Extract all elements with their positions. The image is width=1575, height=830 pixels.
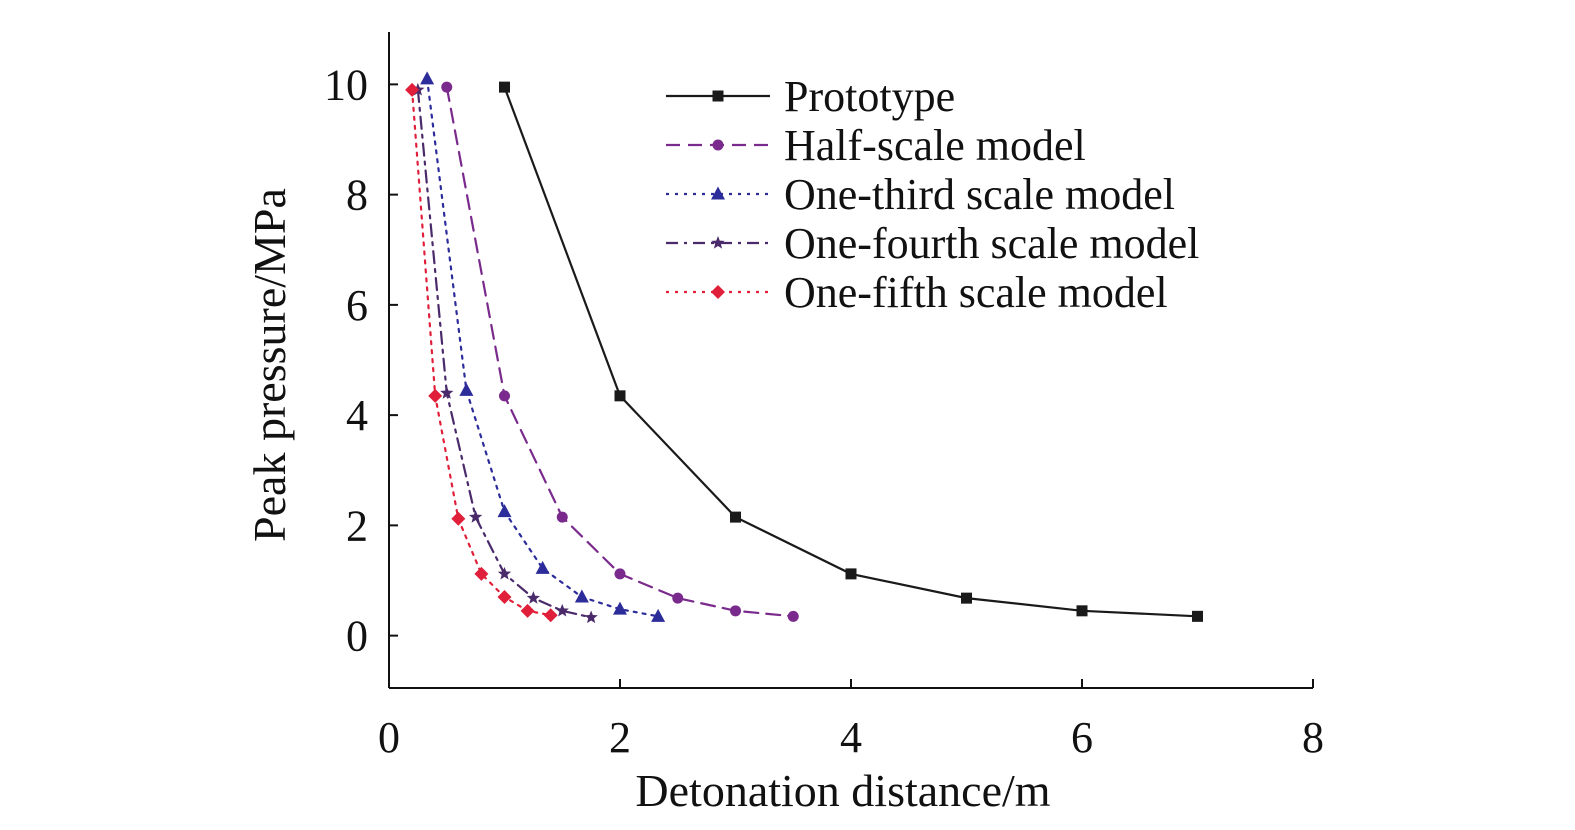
- y-axis-label: Peak pressure/MPa: [244, 188, 295, 542]
- series-2: [441, 81, 799, 622]
- legend-entry: Prototype: [666, 72, 955, 121]
- tick-marks: [388, 83, 1314, 688]
- legend-label: Half-scale model: [784, 121, 1086, 170]
- data-point: [961, 592, 972, 604]
- legend-marker: [712, 90, 724, 102]
- legend-marker: [711, 285, 725, 299]
- data-point: [672, 592, 684, 604]
- data-point: [520, 603, 535, 618]
- data-point: [440, 386, 454, 399]
- data-point: [474, 566, 489, 581]
- x-tick-label: 0: [378, 713, 400, 762]
- data-point: [441, 81, 453, 93]
- series-4: [411, 82, 598, 624]
- series-line: [445, 85, 795, 618]
- data-point: [614, 390, 626, 402]
- data-point: [574, 589, 589, 603]
- data-point: [651, 608, 666, 622]
- y-tick-label: 8: [346, 171, 368, 220]
- data-point: [535, 560, 550, 574]
- legend-entry: Half-scale model: [666, 121, 1086, 170]
- y-tick-label: 2: [346, 501, 368, 550]
- y-tick-label: 10: [324, 60, 368, 109]
- data-point: [497, 566, 512, 580]
- data-point: [497, 504, 512, 518]
- legend-label: One-fifth scale model: [784, 268, 1168, 317]
- legend-marker: [712, 139, 724, 151]
- x-tick-label: 8: [1302, 713, 1324, 762]
- x-tick-label: 4: [840, 713, 862, 762]
- series-5: [405, 82, 558, 623]
- tick-labels: 0 2 4 6 8 0 2 4 6 8 10: [324, 60, 1324, 762]
- data-point: [405, 82, 420, 97]
- series-line: [426, 77, 660, 618]
- legend-label: One-fourth scale model: [784, 219, 1199, 268]
- data-point: [1192, 610, 1203, 622]
- legend-label: One-third scale model: [784, 170, 1175, 219]
- data-point: [499, 390, 510, 402]
- data-point: [584, 610, 598, 624]
- data-point: [556, 511, 568, 523]
- legend-marker: [711, 186, 725, 200]
- series-line: [416, 88, 593, 619]
- data-point: [526, 591, 541, 604]
- y-tick-label: 4: [346, 391, 368, 440]
- data-point: [555, 603, 569, 617]
- series-line: [411, 88, 552, 617]
- x-axis-label: Detonation distance/m: [635, 765, 1050, 816]
- data-point: [459, 382, 474, 396]
- data-point: [614, 568, 626, 580]
- data-point: [428, 388, 443, 403]
- data-point: [613, 601, 627, 615]
- series-3: [420, 71, 666, 622]
- data-point: [730, 605, 741, 617]
- y-tick-label: 6: [346, 281, 368, 330]
- series-1: [499, 81, 1203, 622]
- data-point: [787, 610, 799, 622]
- legend-entry: One-fifth scale model: [666, 268, 1168, 317]
- y-tick-label: 0: [346, 612, 368, 661]
- legend-label: Prototype: [784, 72, 955, 121]
- legend-marker: [711, 236, 725, 249]
- data-point: [1076, 605, 1088, 617]
- data-point: [499, 81, 510, 93]
- legend-entry: One-fourth scale model: [666, 219, 1199, 268]
- x-tick-label: 2: [609, 713, 631, 762]
- data-point: [451, 511, 466, 526]
- data-point: [543, 608, 558, 623]
- plot-series: [405, 71, 1203, 624]
- data-point: [497, 590, 512, 605]
- data-point: [845, 568, 857, 580]
- data-point: [420, 71, 435, 85]
- x-tick-label: 6: [1071, 713, 1093, 762]
- data-point: [468, 510, 483, 523]
- legend-entry: One-third scale model: [666, 170, 1175, 219]
- data-point: [730, 511, 741, 523]
